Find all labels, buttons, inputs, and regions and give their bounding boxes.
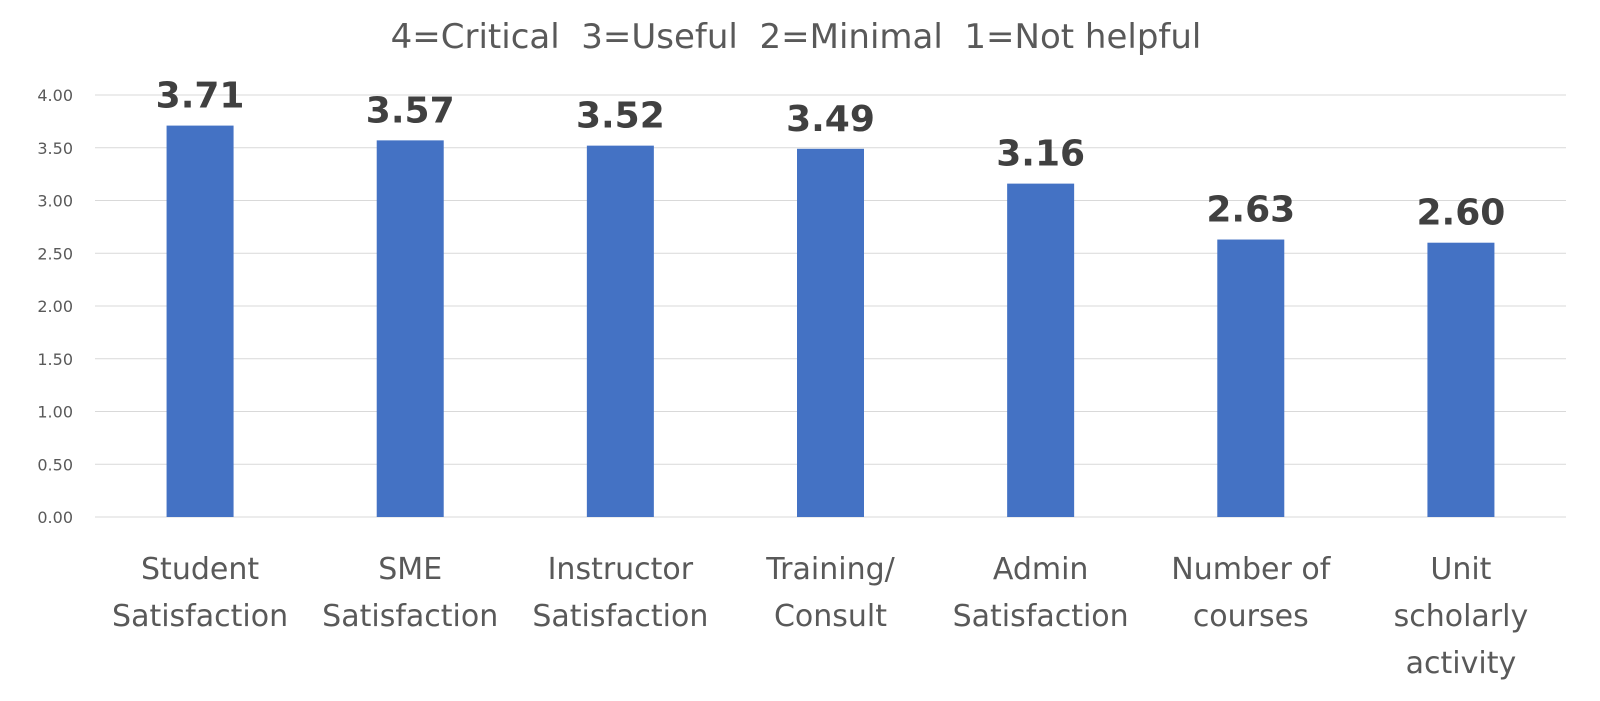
x-tick-label: Admin Satisfaction (953, 552, 1129, 634)
bar (797, 148, 864, 517)
x-tick-label-line: Satisfaction (112, 599, 288, 634)
data-label: 3.71 (156, 76, 245, 117)
x-tick-label: Number of courses (1171, 552, 1331, 634)
x-tick-label-line: Training/ (765, 552, 895, 587)
data-label: 3.57 (366, 90, 455, 131)
x-tick-label-line: Satisfaction (322, 599, 498, 634)
x-tick-label: Student Satisfaction (112, 552, 288, 634)
data-label: 2.63 (1206, 190, 1295, 231)
x-tick-label: Training/Consult (765, 552, 895, 634)
chart-title: 4=Critical 3=Useful 2=Minimal 1=Not help… (391, 17, 1202, 57)
bar (1217, 239, 1285, 517)
y-tick-label: 3.50 (37, 139, 73, 158)
data-labels: 3.71 3.57 3.52 3.49 3.16 2.63 2.60 (156, 76, 1506, 234)
bars (166, 125, 1495, 518)
y-tick-label: 1.50 (37, 350, 73, 369)
x-tick-label-line: activity (1406, 646, 1517, 681)
y-tick-label: 0.00 (37, 508, 73, 527)
y-tick-label: 0.50 (37, 455, 73, 474)
x-tick-label-line: Instructor (548, 552, 694, 587)
data-label: 3.49 (786, 99, 875, 140)
y-axis-ticks: 0.00 0.50 1.00 1.50 2.00 2.50 3.00 3.50 4.00 (37, 86, 73, 527)
bar (376, 140, 444, 518)
y-tick-label: 1.00 (37, 403, 73, 422)
bar (1007, 183, 1075, 517)
x-tick-label-line: SME (378, 552, 442, 587)
y-tick-label: 2.50 (37, 244, 73, 263)
x-tick-label-line: Unit (1430, 552, 1491, 587)
data-label: 3.16 (996, 134, 1085, 175)
bar (166, 125, 234, 517)
x-tick-label-line: Satisfaction (953, 599, 1129, 634)
x-tick-label-line: Student (141, 552, 259, 587)
y-tick-label: 2.00 (37, 297, 73, 316)
x-tick-label-line: Consult (774, 599, 887, 634)
y-tick-label: 3.00 (37, 192, 73, 211)
bar (586, 145, 654, 517)
x-tick-label-line: Number of (1171, 552, 1331, 587)
bar (1427, 242, 1495, 517)
x-tick-label-line: courses (1193, 599, 1309, 634)
x-tick-label-line: Admin (993, 552, 1089, 587)
x-tick-label: Unit scholarly activity (1394, 552, 1529, 681)
data-label: 2.60 (1417, 193, 1506, 234)
x-tick-label-line: Satisfaction (532, 599, 708, 634)
x-tick-label: SME Satisfaction (322, 552, 498, 634)
x-tick-label-line: scholarly (1394, 599, 1529, 634)
y-tick-label: 4.00 (37, 86, 73, 105)
data-label: 3.52 (576, 96, 665, 137)
x-tick-label: Instructor Satisfaction (532, 552, 708, 634)
